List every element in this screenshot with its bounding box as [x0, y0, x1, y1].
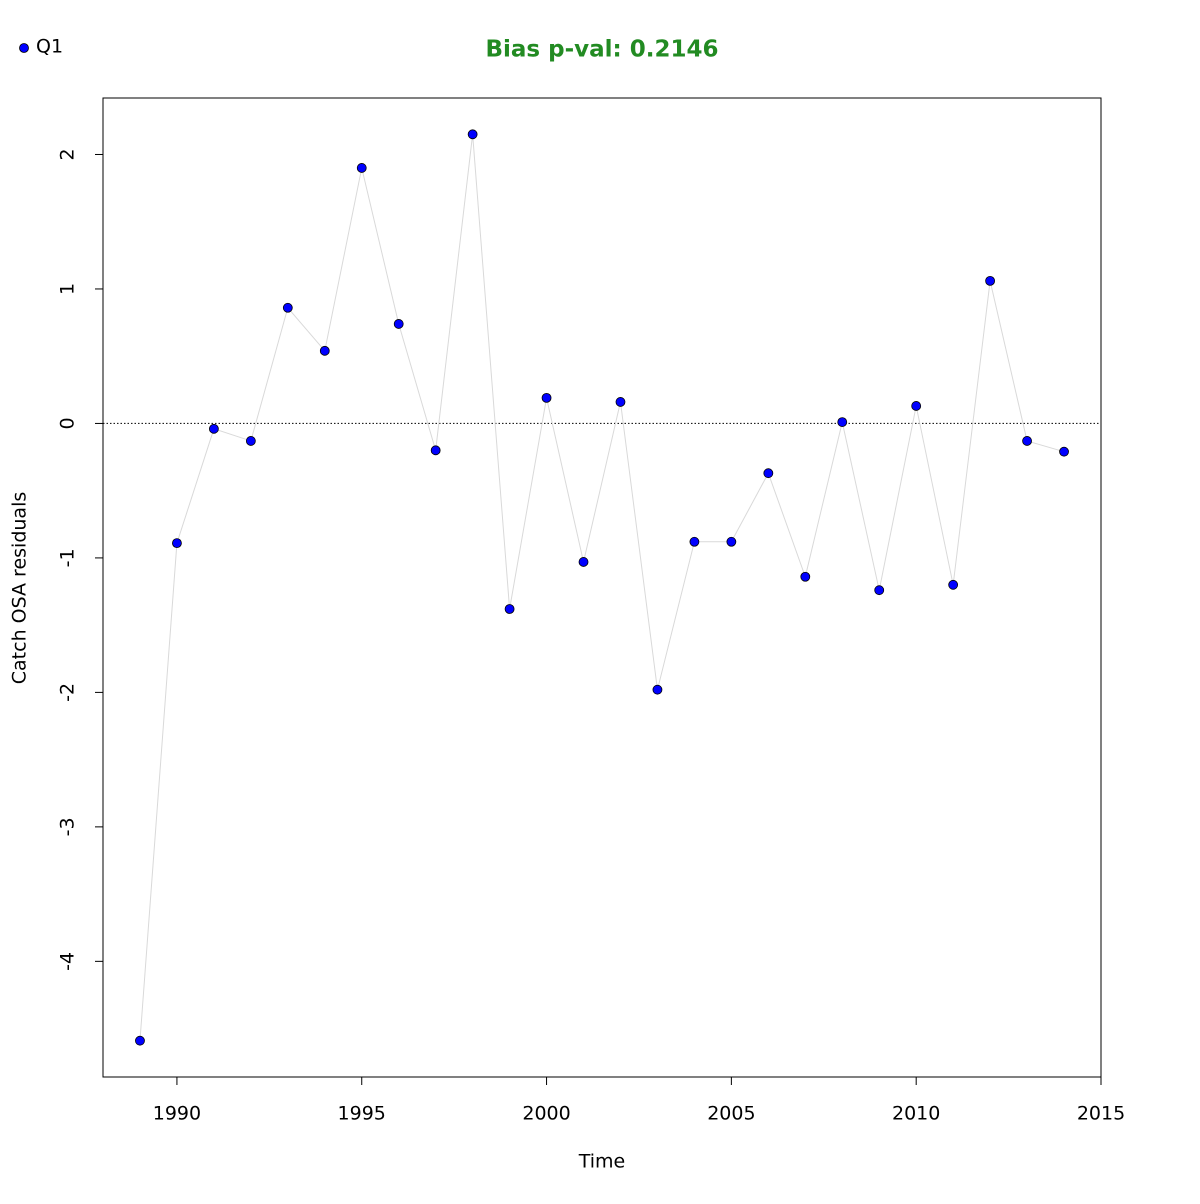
plot-frame: [102, 97, 1102, 1078]
y-tick-label: -4: [57, 952, 79, 971]
x-tick-label: 2005: [707, 1103, 755, 1125]
legend-marker: [19, 43, 29, 53]
point: [135, 1035, 145, 1046]
point: [800, 571, 811, 582]
point: [615, 397, 626, 407]
x-tick-label: 1990: [153, 1103, 201, 1125]
point: [541, 392, 552, 403]
point: [911, 401, 922, 411]
point: [874, 585, 885, 596]
point: [467, 129, 478, 140]
y-tick-label: 2: [57, 148, 79, 160]
y-tick-label: -1: [57, 548, 79, 567]
y-tick-label: 0: [57, 417, 79, 429]
x-tick-label: 1995: [338, 1103, 386, 1125]
point: [172, 538, 182, 549]
x-tick-label: 2015: [1077, 1103, 1125, 1125]
y-tick-label: -3: [57, 817, 79, 836]
point: [282, 302, 293, 313]
point: [1059, 446, 1069, 457]
y-tick-label: 1: [57, 283, 79, 295]
point: [504, 604, 515, 614]
point: [393, 319, 404, 329]
series-line: [139, 134, 1065, 1041]
point: [1022, 436, 1032, 446]
point: [319, 345, 330, 356]
point: [985, 275, 996, 286]
point: [837, 417, 848, 427]
point: [726, 536, 737, 547]
point: [689, 536, 700, 547]
point: [430, 445, 441, 456]
point: [245, 436, 256, 446]
y-tick-label: -2: [57, 683, 79, 702]
x-tick-label: 2000: [522, 1103, 570, 1125]
chart-title: Bias p-val: 0.2146: [486, 37, 719, 63]
point: [763, 468, 774, 479]
point: [652, 684, 663, 695]
point: [948, 579, 959, 590]
y-axis-label: Catch OSA residuals: [9, 492, 31, 684]
x-tick-label: 2010: [892, 1103, 940, 1125]
point: [356, 163, 367, 173]
point: [208, 423, 219, 434]
point: [578, 557, 589, 567]
x-axis-label: Time: [578, 1151, 626, 1173]
legend-label: Q1: [36, 36, 63, 58]
